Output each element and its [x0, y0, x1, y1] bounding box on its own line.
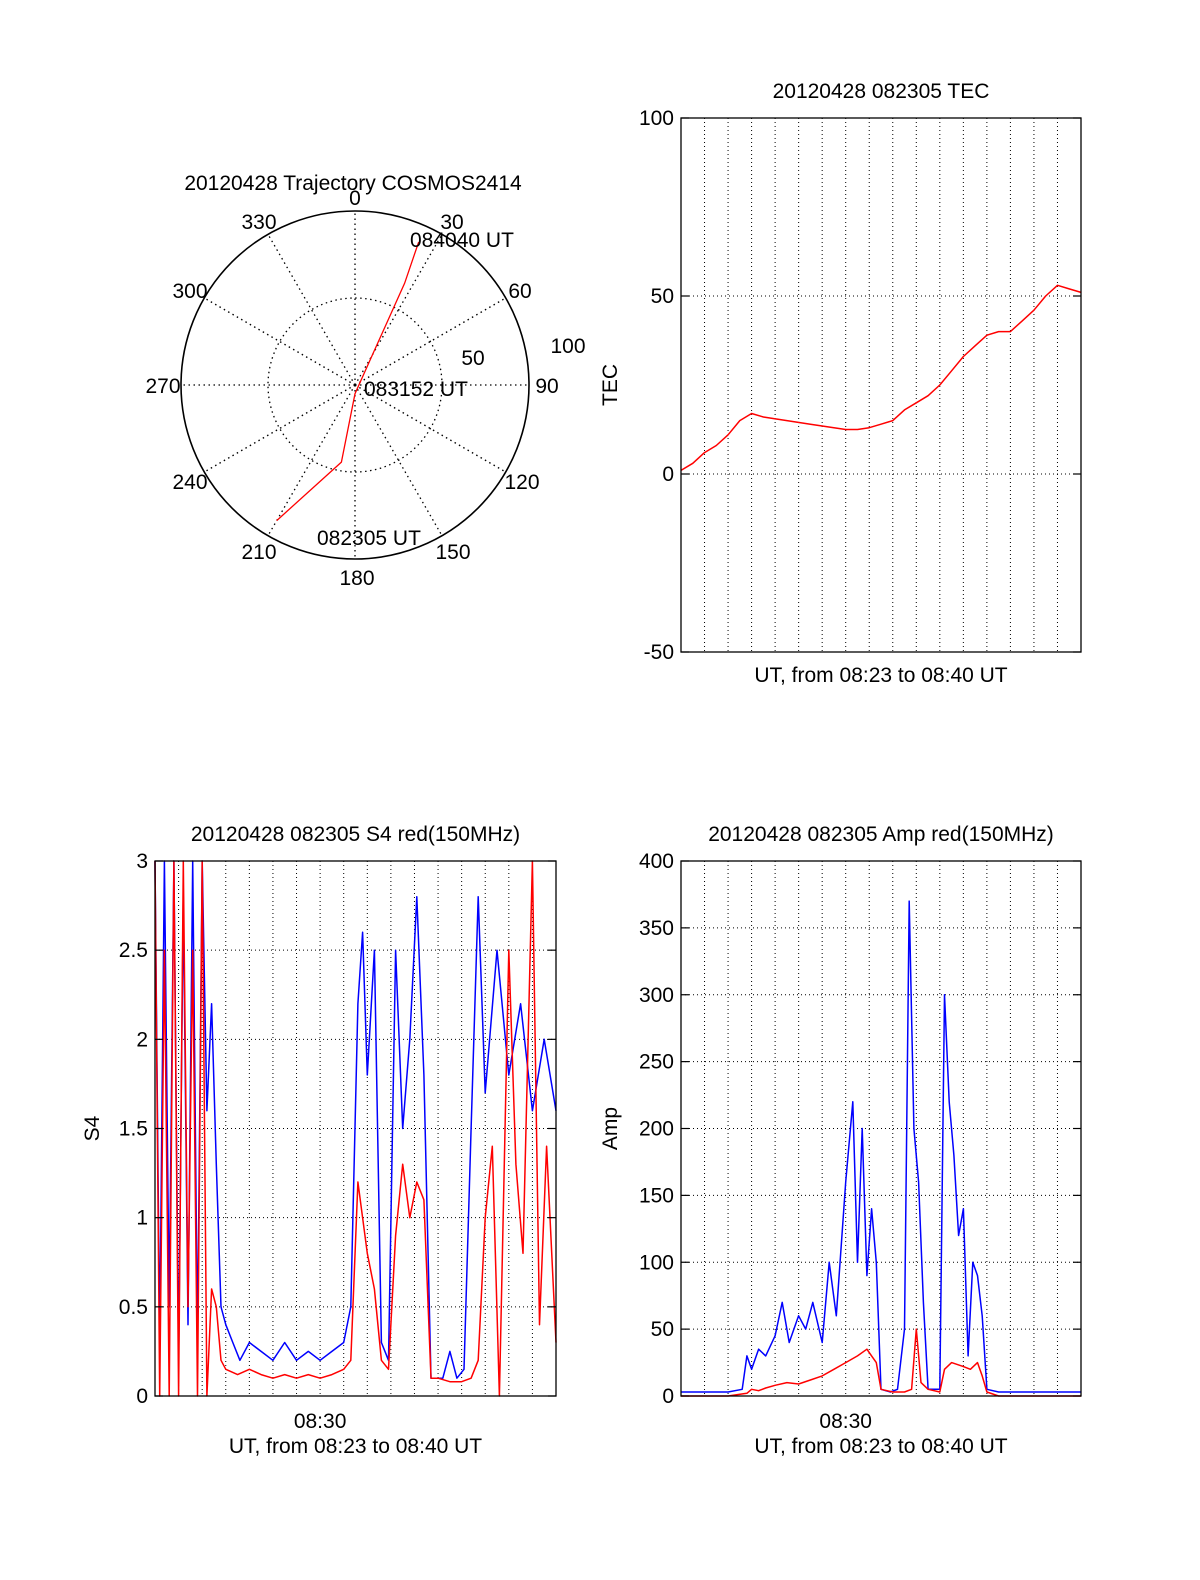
y-tick-label: 100 [639, 107, 674, 130]
y-tick-label: 350 [639, 917, 674, 940]
series-line [154, 860, 557, 1397]
amp-line-chart: 0 50 100 150 200 250 300 350 400 08:30 20120428 08… [599, 823, 1082, 1458]
polar-angle-tick-label: 120 [504, 471, 539, 494]
y-tick-label: 50 [651, 285, 674, 308]
polar-outer-circle [180, 210, 530, 560]
y-tick-label: 2.5 [119, 939, 148, 962]
series-line [681, 1328, 1081, 1397]
chart-title: 20120428 Trajectory COSMOS2414 [184, 172, 522, 195]
polar-radial-grid-circle [267, 297, 443, 473]
chart-title: 20120428 082305 S4 red(150MHz) [191, 823, 520, 846]
trajectory-line [276, 241, 420, 522]
polar-angle-tick-label: 30 [440, 211, 463, 234]
polar-angle-grid-line [354, 384, 443, 537]
y-tick-label: 100 [639, 1251, 674, 1274]
y-tick-label: 0 [136, 1385, 148, 1408]
polar-angle-grid-line [354, 233, 443, 386]
polar-radial-tick-label: 100 [550, 335, 585, 358]
y-tick-label: 400 [639, 850, 674, 873]
polar-angle-grid-line [203, 384, 356, 473]
series-line [680, 284, 1082, 472]
y-tick-label: 250 [639, 1051, 674, 1074]
chart-title: 20120428 082305 TEC [773, 80, 990, 103]
polar-angle-grid-line [354, 297, 507, 386]
s4-line-chart: 0 0.5 1 1.5 2 2.5 3 08:30 20120428 082305 S4 red… [81, 823, 557, 1458]
y-tick-label: 150 [639, 1184, 674, 1207]
polar-angle-tick-label: 210 [241, 541, 276, 564]
polar-angle-tick-label: 180 [339, 567, 374, 590]
y-tick-label: 3 [136, 850, 148, 873]
polar-angle-tick-label: 300 [172, 280, 207, 303]
x-axis-label: UT, from 08:23 to 08:40 UT [229, 1435, 482, 1458]
polar-angle-tick-label: 240 [172, 471, 207, 494]
y-tick-label: 0 [662, 1385, 674, 1408]
x-tick-label: 08:30 [294, 1410, 347, 1433]
y-tick-label: 1 [136, 1207, 148, 1230]
chart-title: 20120428 082305 Amp red(150MHz) [708, 823, 1054, 846]
y-axis-label: Amp [599, 1107, 622, 1150]
series-line [681, 900, 1081, 1393]
x-tick-label: 08:30 [819, 1410, 872, 1433]
y-tick-label: 2 [136, 1028, 148, 1051]
y-tick-label: 200 [639, 1118, 674, 1141]
polar-angle-tick-label: 270 [145, 375, 180, 398]
y-tick-label: 0.5 [119, 1296, 148, 1319]
y-axis-label: S4 [81, 1115, 104, 1141]
plot-frame [680, 117, 1082, 653]
polar-angle-grid-line [203, 297, 356, 386]
y-tick-label: -50 [644, 641, 674, 664]
polar-radial-tick-label: 50 [461, 347, 484, 370]
polar-angle-grid-line [267, 384, 356, 537]
y-tick-label: 1.5 [119, 1118, 148, 1141]
polar-angle-tick-label: 90 [535, 375, 558, 398]
x-axis-label: UT, from 08:23 to 08:40 UT [754, 1435, 1007, 1458]
trajectory-time-label: 084040 UT [410, 229, 514, 252]
tec-line-chart: -50 0 50 100 20120428 082305 TEC UT, from 08:… [599, 80, 1082, 687]
polar-angle-tick-label: 330 [241, 211, 276, 234]
polar-angle-grid-line [267, 233, 356, 386]
y-tick-label: 0 [662, 463, 674, 486]
polar-angle-tick-label: 0 [349, 187, 361, 210]
trajectory-time-label: 082305 UT [317, 527, 421, 550]
x-axis-label: UT, from 08:23 to 08:40 UT [754, 664, 1007, 687]
y-axis-label: TEC [599, 364, 622, 406]
polar-angle-tick-label: 60 [508, 280, 531, 303]
y-tick-label: 50 [651, 1318, 674, 1341]
y-tick-label: 300 [639, 984, 674, 1007]
trajectory-time-label: 083152 UT [364, 378, 468, 401]
polar-angle-grid-line [354, 384, 507, 473]
polar-angle-tick-label: 150 [435, 541, 470, 564]
